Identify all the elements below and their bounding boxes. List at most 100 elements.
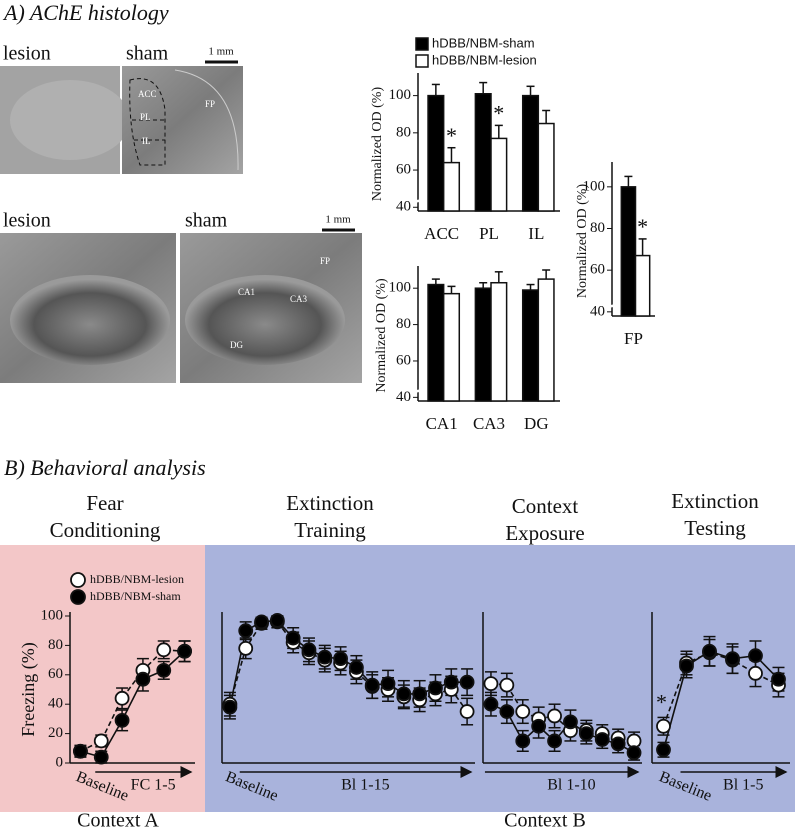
histology-top: lesion sham 1 mm ACC PL IL FP bbox=[0, 43, 243, 174]
y-tick-label: 20 bbox=[48, 725, 63, 741]
data-point bbox=[594, 732, 610, 747]
data-point bbox=[349, 660, 364, 675]
y-axis-label: Normalized OD (%) bbox=[575, 184, 590, 299]
data-point bbox=[547, 733, 562, 749]
y-tick-label: 40 bbox=[48, 696, 63, 712]
data-point bbox=[301, 642, 317, 658]
data-point bbox=[443, 674, 459, 690]
bar bbox=[634, 254, 651, 317]
data-point bbox=[656, 718, 671, 734]
data-point bbox=[499, 677, 515, 693]
data-point bbox=[459, 704, 475, 719]
y-tick-label: 60 bbox=[396, 161, 411, 177]
region-label: FP bbox=[320, 256, 330, 266]
y-tick-label: 60 bbox=[396, 352, 411, 368]
bar bbox=[490, 281, 508, 402]
data-point bbox=[547, 708, 562, 724]
x-axis-label: Bl 1-15 bbox=[341, 777, 389, 794]
region-label: CA1 bbox=[238, 287, 255, 297]
context-b-background bbox=[205, 545, 795, 812]
region-label: CA3 bbox=[290, 294, 308, 304]
data-point bbox=[610, 736, 626, 752]
y-tick-label: 60 bbox=[48, 666, 63, 682]
data-point bbox=[428, 680, 443, 696]
panel-header: Extinction Training bbox=[286, 491, 374, 542]
lesion-image-texture bbox=[10, 275, 170, 365]
data-point bbox=[412, 686, 428, 702]
scale-label: 1 mm bbox=[208, 46, 234, 58]
x-axis-label: Bl 1-10 bbox=[547, 777, 595, 794]
bar bbox=[427, 283, 445, 402]
panel-title: A) AChE histology bbox=[4, 0, 169, 25]
data-point bbox=[269, 613, 285, 628]
data-point bbox=[317, 649, 333, 665]
region-outline bbox=[129, 78, 166, 166]
bar bbox=[427, 94, 445, 212]
legend-label: hDBB/NBM-lesion bbox=[432, 52, 537, 67]
context-a-background bbox=[0, 545, 205, 812]
image-label: sham bbox=[185, 210, 228, 232]
y-tick-label: 40 bbox=[396, 199, 411, 215]
axis-break bbox=[606, 303, 618, 309]
significance-marker: * bbox=[493, 100, 504, 125]
data-point bbox=[238, 640, 254, 656]
data-point bbox=[656, 742, 671, 758]
panel-header: Context Exposure bbox=[505, 494, 585, 545]
data-point bbox=[177, 643, 192, 659]
data-point bbox=[364, 677, 380, 693]
series-line bbox=[490, 703, 635, 754]
y-tick-label: 80 bbox=[590, 220, 605, 236]
data-point bbox=[702, 643, 717, 659]
data-point bbox=[459, 674, 475, 690]
y-axis-label: Normalized OD (%) bbox=[374, 278, 389, 393]
data-point bbox=[679, 658, 694, 674]
series-line bbox=[229, 619, 468, 708]
data-point bbox=[515, 704, 531, 719]
data-point bbox=[626, 745, 642, 761]
y-tick-label: 80 bbox=[396, 124, 411, 140]
panel-title: B) Behavioral analysis bbox=[4, 455, 206, 480]
bar bbox=[442, 292, 461, 402]
data-point bbox=[254, 614, 269, 630]
y-tick-label: 60 bbox=[590, 262, 605, 278]
y-tick-label: 80 bbox=[396, 316, 411, 332]
x-tick-label: CA3 bbox=[473, 414, 505, 433]
y-tick-label: 80 bbox=[48, 637, 63, 653]
x-tick-label: IL bbox=[528, 224, 544, 243]
histology-bottom: lesion sham 1 mm CA1 CA3 FP DG bbox=[0, 210, 362, 383]
data-point bbox=[578, 726, 594, 741]
axis-break bbox=[412, 388, 424, 394]
bar bbox=[620, 186, 637, 317]
y-axis-label: Freezing (%) bbox=[18, 642, 39, 736]
y-axis-label: Normalized OD (%) bbox=[370, 87, 385, 202]
image-label: lesion bbox=[3, 210, 51, 232]
data-point bbox=[114, 690, 130, 706]
region-label: ACC bbox=[138, 89, 157, 99]
bar bbox=[490, 137, 508, 212]
bar bbox=[537, 278, 555, 402]
region-label: PL bbox=[140, 112, 151, 122]
data-point bbox=[222, 699, 238, 715]
region-label: IL bbox=[142, 136, 151, 146]
data-point bbox=[285, 630, 301, 646]
data-point bbox=[515, 733, 531, 749]
image-label: sham bbox=[126, 43, 169, 65]
y-tick-label: 100 bbox=[389, 280, 412, 296]
region-outline bbox=[174, 69, 239, 171]
panel-header: Extinction Testing bbox=[671, 489, 759, 540]
context-label: Context B bbox=[504, 810, 586, 832]
data-point bbox=[93, 749, 109, 765]
legend-marker bbox=[70, 589, 86, 605]
bar bbox=[442, 161, 461, 212]
bar bbox=[537, 122, 555, 212]
x-tick-label: DG bbox=[524, 414, 549, 433]
series-line bbox=[490, 682, 635, 742]
data-point bbox=[771, 671, 786, 687]
significance-marker: * bbox=[637, 214, 648, 239]
bar bbox=[521, 289, 540, 402]
data-point bbox=[531, 718, 547, 734]
legend-swatch bbox=[415, 54, 429, 68]
data-point bbox=[483, 696, 499, 712]
axis-break bbox=[412, 198, 424, 204]
